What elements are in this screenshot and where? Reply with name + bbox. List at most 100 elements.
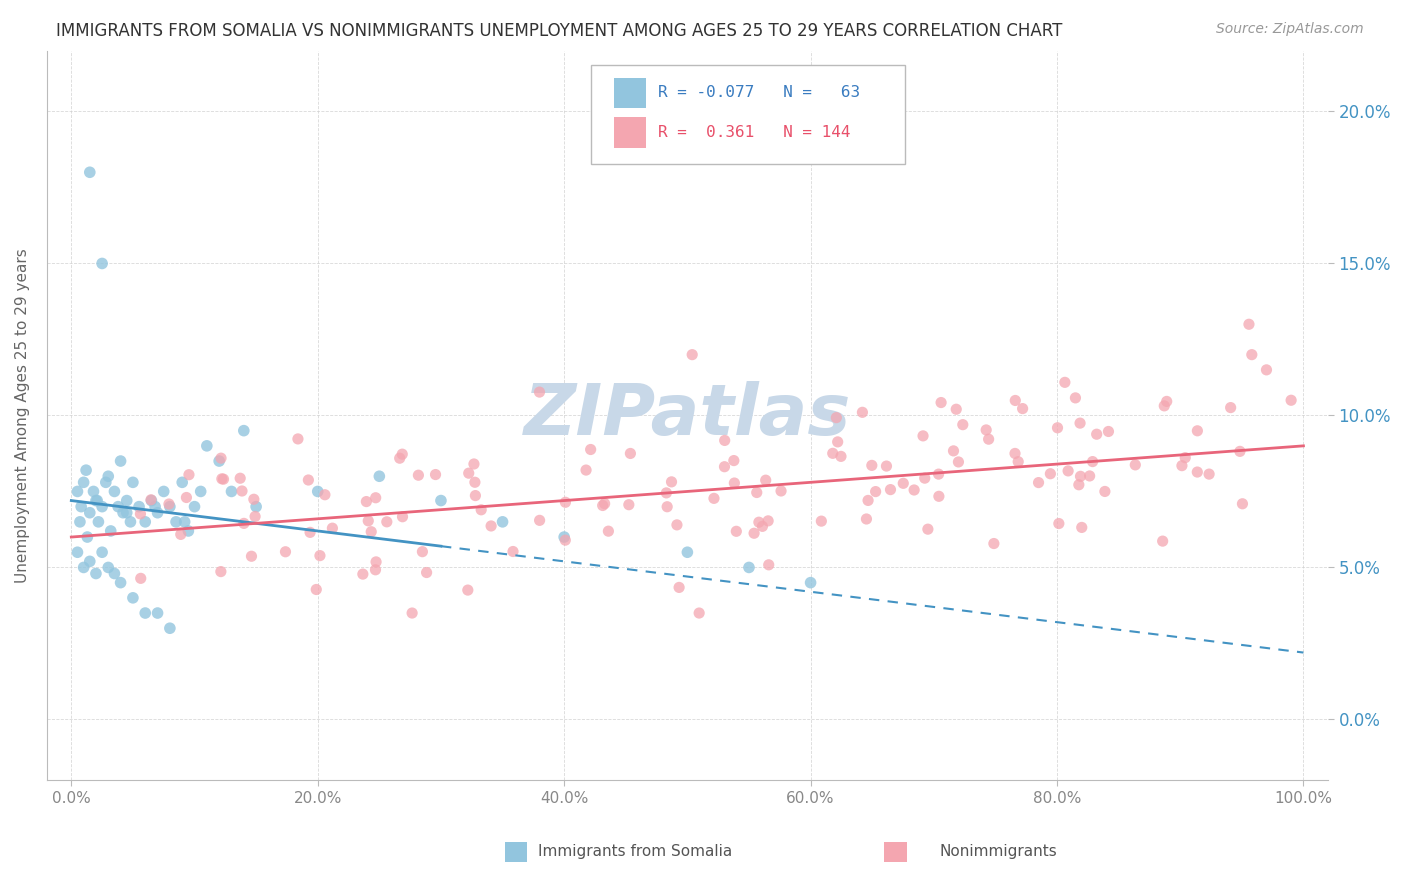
Point bbox=[751, 519, 773, 533]
Point bbox=[212, 472, 235, 486]
Point bbox=[375, 515, 398, 529]
Point bbox=[457, 466, 479, 480]
Point bbox=[165, 515, 187, 529]
Point bbox=[1047, 516, 1070, 531]
Point bbox=[1256, 363, 1278, 377]
Point bbox=[1070, 520, 1092, 534]
Point bbox=[851, 405, 873, 419]
Point bbox=[879, 483, 901, 497]
Point bbox=[929, 395, 952, 409]
Point bbox=[529, 513, 551, 527]
Point bbox=[891, 476, 914, 491]
Point bbox=[827, 434, 849, 449]
Point bbox=[129, 571, 152, 585]
Point bbox=[502, 544, 524, 558]
Bar bbox=[614, 78, 647, 108]
Point bbox=[75, 463, 97, 477]
Point bbox=[356, 494, 378, 508]
Point bbox=[745, 485, 768, 500]
Point bbox=[713, 434, 735, 448]
Text: R =  0.361   N = 144: R = 0.361 N = 144 bbox=[658, 125, 851, 140]
Point bbox=[91, 500, 114, 514]
Point bbox=[243, 492, 266, 507]
Point bbox=[553, 530, 575, 544]
Point bbox=[713, 459, 735, 474]
Point bbox=[122, 591, 145, 605]
Point bbox=[1011, 401, 1033, 416]
Point bbox=[176, 491, 198, 505]
Point bbox=[240, 549, 263, 564]
Point bbox=[388, 451, 411, 466]
Point bbox=[391, 447, 413, 461]
Point bbox=[159, 500, 181, 514]
Point bbox=[830, 450, 852, 464]
Point bbox=[800, 575, 823, 590]
Point bbox=[977, 432, 1000, 446]
Point bbox=[307, 484, 329, 499]
Point bbox=[457, 583, 479, 598]
Point bbox=[464, 475, 486, 490]
Point bbox=[723, 476, 745, 491]
Point bbox=[725, 524, 748, 539]
Point bbox=[183, 500, 205, 514]
Point bbox=[1028, 475, 1050, 490]
Point bbox=[173, 515, 195, 529]
Point bbox=[209, 451, 232, 466]
Point bbox=[619, 446, 641, 460]
Point bbox=[115, 506, 138, 520]
Point bbox=[1081, 454, 1104, 468]
Point bbox=[554, 495, 576, 509]
Point bbox=[1067, 477, 1090, 491]
Point bbox=[287, 432, 309, 446]
Point bbox=[758, 558, 780, 572]
Point bbox=[134, 515, 156, 529]
Point bbox=[914, 471, 936, 485]
Point bbox=[309, 549, 332, 563]
Point bbox=[579, 442, 602, 457]
Point bbox=[1279, 393, 1302, 408]
Point bbox=[152, 484, 174, 499]
Point bbox=[364, 555, 387, 569]
Point bbox=[617, 498, 640, 512]
Point bbox=[856, 493, 879, 508]
Point bbox=[952, 417, 974, 432]
Point bbox=[554, 533, 576, 548]
Point bbox=[703, 491, 725, 506]
Point bbox=[360, 524, 382, 539]
Point bbox=[391, 509, 413, 524]
Point bbox=[1039, 467, 1062, 481]
Point bbox=[84, 493, 107, 508]
Point bbox=[1004, 393, 1026, 408]
Point bbox=[177, 524, 200, 538]
Point bbox=[756, 514, 779, 528]
Point bbox=[592, 499, 614, 513]
Point bbox=[415, 566, 437, 580]
Point bbox=[430, 493, 453, 508]
Point bbox=[91, 545, 114, 559]
Point bbox=[157, 497, 180, 511]
Point bbox=[464, 489, 486, 503]
Point bbox=[305, 582, 328, 597]
Point bbox=[974, 423, 997, 437]
Text: IMMIGRANTS FROM SOMALIA VS NONIMMIGRANTS UNEMPLOYMENT AMONG AGES 25 TO 29 YEARS : IMMIGRANTS FROM SOMALIA VS NONIMMIGRANTS… bbox=[56, 22, 1063, 40]
Point bbox=[146, 506, 169, 520]
Point bbox=[245, 500, 267, 514]
Point bbox=[120, 515, 142, 529]
Point bbox=[1187, 424, 1209, 438]
Point bbox=[122, 475, 145, 490]
Point bbox=[1187, 465, 1209, 479]
Point bbox=[425, 467, 447, 482]
Point bbox=[232, 516, 254, 531]
Point bbox=[352, 567, 374, 582]
Point bbox=[100, 524, 122, 538]
Point bbox=[76, 530, 98, 544]
Point bbox=[87, 515, 110, 529]
Point bbox=[110, 575, 132, 590]
Point bbox=[903, 483, 925, 497]
Point bbox=[66, 484, 89, 499]
Point bbox=[1097, 425, 1119, 439]
Point bbox=[141, 493, 163, 508]
Point bbox=[657, 500, 679, 514]
Point bbox=[1046, 421, 1069, 435]
Point bbox=[72, 560, 94, 574]
